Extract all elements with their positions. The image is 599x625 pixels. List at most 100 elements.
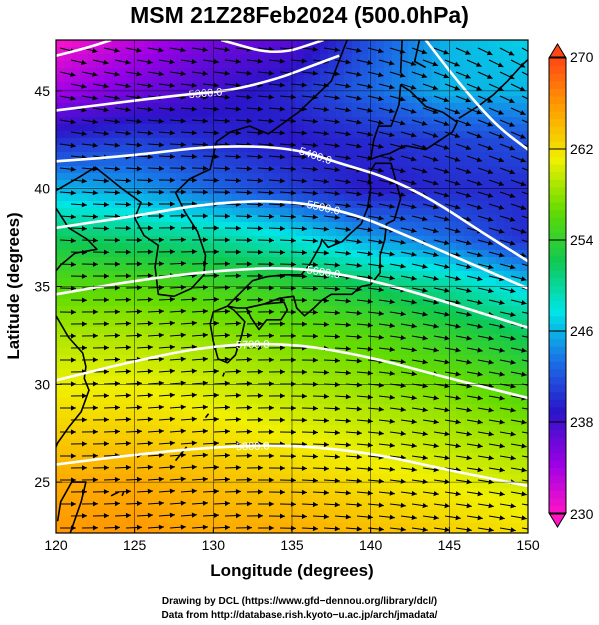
heatmap-cell bbox=[512, 264, 521, 272]
heatmap-cell bbox=[448, 257, 457, 265]
heatmap-cell bbox=[88, 201, 97, 209]
wind-arrow bbox=[180, 296, 198, 302]
heatmap-cell bbox=[264, 173, 273, 181]
heatmap-cell bbox=[424, 173, 433, 181]
heatmap-cell bbox=[424, 509, 433, 517]
heatmap-cell bbox=[272, 278, 281, 286]
heatmap-cell bbox=[88, 390, 97, 398]
heatmap-cell bbox=[216, 341, 225, 349]
heatmap-cell bbox=[472, 327, 481, 335]
heatmap-cell bbox=[176, 47, 185, 55]
heatmap-cell bbox=[504, 425, 513, 433]
heatmap-cell bbox=[112, 250, 121, 258]
heatmap-cell bbox=[240, 474, 249, 482]
heatmap-cell bbox=[216, 481, 225, 489]
heatmap-cell bbox=[424, 299, 433, 307]
heatmap-cell bbox=[312, 54, 321, 62]
heatmap-cell bbox=[176, 75, 185, 83]
heatmap-cell bbox=[480, 82, 489, 90]
heatmap-cell bbox=[216, 369, 225, 377]
wind-arrow bbox=[334, 250, 351, 256]
heatmap-cell bbox=[136, 460, 145, 468]
heatmap-cell bbox=[312, 236, 321, 244]
wind-arrow bbox=[521, 167, 528, 171]
heatmap-cell bbox=[56, 194, 65, 202]
heatmap-cell bbox=[440, 166, 449, 174]
wind-arrow bbox=[499, 239, 516, 246]
heatmap-cell bbox=[520, 369, 528, 377]
heatmap-cell bbox=[176, 40, 185, 48]
wind-arrow bbox=[323, 166, 340, 173]
wind-arrow bbox=[103, 333, 121, 339]
heatmap-cell bbox=[208, 131, 217, 139]
heatmap-cell bbox=[168, 215, 177, 223]
heatmap-cell bbox=[216, 376, 225, 384]
heatmap-cell bbox=[160, 502, 169, 510]
heatmap-cell bbox=[144, 89, 153, 97]
heatmap-cell bbox=[376, 131, 385, 139]
heatmap-cell bbox=[56, 390, 65, 398]
heatmap-cell bbox=[80, 362, 89, 370]
heatmap-cell bbox=[472, 439, 481, 447]
heatmap-cell bbox=[408, 362, 417, 370]
heatmap-cell bbox=[184, 278, 193, 286]
heatmap-cell bbox=[152, 467, 161, 475]
wind-arrow bbox=[444, 323, 461, 329]
heatmap-cell bbox=[520, 47, 528, 55]
heatmap-cell bbox=[80, 68, 89, 76]
heatmap-cell bbox=[80, 173, 89, 181]
heatmap-cell bbox=[440, 285, 449, 293]
heatmap-cell bbox=[312, 96, 321, 104]
heatmap-cell bbox=[112, 327, 121, 335]
heatmap-cell bbox=[312, 194, 321, 202]
heatmap-cell bbox=[392, 96, 401, 104]
heatmap-cell bbox=[80, 432, 89, 440]
heatmap-cell bbox=[72, 264, 81, 272]
heatmap-cell bbox=[376, 82, 385, 90]
heatmap-cell bbox=[320, 474, 329, 482]
heatmap-cell bbox=[416, 222, 425, 230]
heatmap-cell bbox=[56, 285, 65, 293]
heatmap-cell bbox=[168, 453, 177, 461]
heatmap-cell bbox=[504, 439, 513, 447]
heatmap-cell bbox=[72, 369, 81, 377]
heatmap-cell bbox=[392, 89, 401, 97]
heatmap-cell bbox=[128, 397, 137, 405]
heatmap-cell bbox=[472, 257, 481, 265]
wind-arrow bbox=[422, 179, 439, 186]
heatmap-cell bbox=[224, 481, 233, 489]
heatmap-cell bbox=[360, 460, 369, 468]
heatmap-cell bbox=[256, 54, 265, 62]
heatmap-cell bbox=[496, 306, 505, 314]
heatmap-cell bbox=[424, 334, 433, 342]
heatmap-cell bbox=[400, 481, 409, 489]
heatmap-cell bbox=[400, 54, 409, 62]
heatmap-cell bbox=[336, 383, 345, 391]
heatmap-cell bbox=[112, 418, 121, 426]
heatmap-cell bbox=[352, 390, 361, 398]
heatmap-cell bbox=[264, 439, 273, 447]
heatmap-cell bbox=[128, 432, 137, 440]
wind-arrow bbox=[125, 95, 142, 101]
heatmap-cell bbox=[72, 75, 81, 83]
wind-arrow bbox=[499, 95, 515, 104]
heatmap-cell bbox=[88, 502, 97, 510]
heatmap-cell bbox=[200, 243, 209, 251]
heatmap-cell bbox=[360, 257, 369, 265]
heatmap-cell bbox=[392, 61, 401, 69]
wind-arrow bbox=[499, 47, 515, 56]
heatmap-cell bbox=[400, 439, 409, 447]
heatmap-cell bbox=[176, 173, 185, 181]
heatmap-cell bbox=[432, 152, 441, 160]
heatmap-cell bbox=[104, 474, 113, 482]
heatmap-cell bbox=[328, 138, 337, 146]
heatmap-cell bbox=[320, 75, 329, 83]
wind-arrow bbox=[510, 83, 526, 92]
heatmap-cell bbox=[80, 523, 89, 531]
heatmap-cell bbox=[96, 299, 105, 307]
heatmap-cell bbox=[384, 355, 393, 363]
wind-arrow bbox=[70, 59, 87, 65]
heatmap-cell bbox=[96, 54, 105, 62]
heatmap-cell bbox=[504, 159, 513, 167]
heatmap-cell bbox=[120, 166, 129, 174]
